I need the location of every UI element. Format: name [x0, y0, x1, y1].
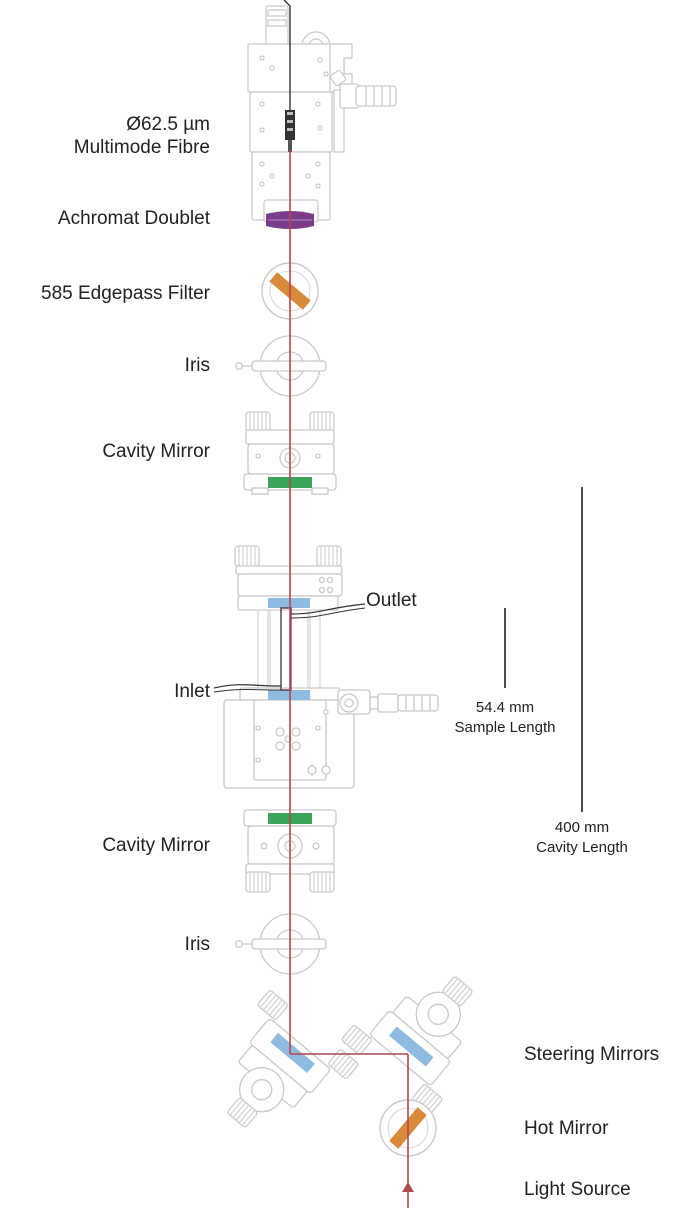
label-cavity-mirror-top: Cavity Mirror: [102, 441, 210, 462]
lower-window: [268, 690, 310, 700]
label-edgepass-filter: 585 Edgepass Filter: [41, 283, 210, 304]
upper-window: [268, 598, 310, 608]
label-fibre-line2: Multimode Fibre: [73, 137, 210, 158]
sample-tube: [280, 607, 292, 691]
label-achromat-doublet: Achromat Doublet: [57, 208, 210, 229]
inlet-lead: [213, 684, 282, 689]
label-sample-length: Sample Length: [454, 719, 556, 736]
label-sample-length-value: 54.4 mm: [475, 699, 535, 716]
steering-mirror-left: [226, 988, 360, 1129]
outlet-lead-inner: [290, 607, 366, 619]
fibre-cable: [283, 0, 295, 152]
label-cavity-length-value: 400 mm: [554, 819, 610, 836]
light-source-arrow: [402, 1182, 414, 1192]
label-iris-bottom: Iris: [184, 934, 210, 955]
inlet-lead-inner: [213, 689, 282, 693]
label-outlet: Outlet: [366, 590, 417, 611]
steering-mirror-right: [340, 975, 474, 1116]
label-inlet: Inlet: [174, 681, 210, 702]
label-iris-top: Iris: [184, 355, 210, 376]
label-cavity-length: Cavity Length: [536, 839, 628, 856]
fibre-translation-stage: [247, 5, 397, 223]
outlet-lead: [290, 603, 366, 615]
label-steering-mirrors: Steering Mirrors: [524, 1044, 660, 1065]
label-cavity-mirror-bottom: Cavity Mirror: [102, 835, 210, 856]
iris-bottom: [235, 913, 327, 975]
label-hot-mirror: Hot Mirror: [524, 1118, 609, 1139]
cage-rails: [257, 609, 321, 691]
label-fibre-line1: Ø62.5 µm: [126, 114, 210, 135]
iris-top: [235, 335, 327, 397]
sample-cell-lower-stage: [223, 687, 439, 789]
label-light-source: Light Source: [524, 1179, 631, 1200]
